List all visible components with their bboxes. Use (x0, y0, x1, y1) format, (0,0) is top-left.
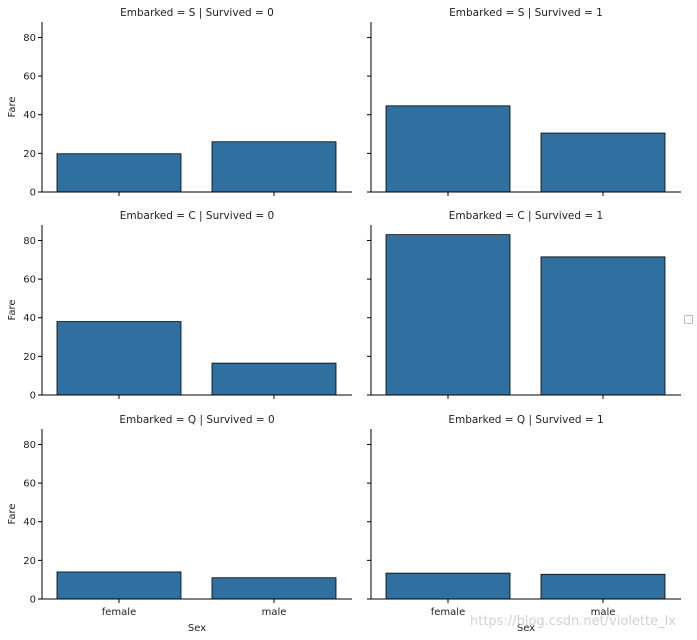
panel-title: Embarked = C | Survived = 1 (449, 210, 603, 222)
y-tick-label: 20 (23, 352, 36, 363)
x-axis-label: Sex (517, 623, 535, 634)
y-tick-label: 80 (23, 236, 36, 247)
y-axis-label: Fare (7, 299, 18, 320)
x-tick-label: female (431, 607, 465, 618)
bar (56, 321, 182, 396)
x-tick-label: male (262, 607, 287, 618)
bar (540, 132, 666, 193)
bar (385, 234, 511, 396)
y-tick-label: 0 (30, 391, 36, 402)
y-axis-label: Fare (7, 503, 18, 524)
bar (211, 577, 337, 600)
x-tick-label: female (102, 607, 136, 618)
y-tick-label: 20 (23, 556, 36, 567)
panel-title: Embarked = Q | Survived = 0 (119, 414, 274, 426)
panel-title: Embarked = S | Survived = 1 (449, 7, 603, 19)
panel-title: Embarked = C | Survived = 0 (120, 210, 274, 222)
legend-box (684, 315, 693, 324)
y-tick-label: 80 (23, 440, 36, 451)
y-tick-label: 40 (23, 313, 36, 324)
bar (211, 362, 337, 396)
bar (56, 571, 182, 600)
y-tick-label: 0 (30, 188, 36, 199)
y-tick-label: 60 (23, 479, 36, 490)
watermark-text: https://blog.csdn.net/violette_lx (470, 614, 676, 629)
y-tick-label: 40 (23, 110, 36, 121)
y-tick-label: 60 (23, 72, 36, 83)
y-tick-label: 0 (30, 595, 36, 606)
panel-title: Embarked = S | Survived = 0 (120, 7, 274, 19)
y-tick-label: 60 (23, 275, 36, 286)
x-axis-label: Sex (188, 623, 206, 634)
bar (540, 573, 666, 600)
bar (540, 256, 666, 396)
bar (211, 141, 337, 193)
panel-title: Embarked = Q | Survived = 1 (448, 414, 603, 426)
y-axis-label: Fare (7, 96, 18, 117)
x-tick-label: male (591, 607, 616, 618)
y-tick-label: 40 (23, 517, 36, 528)
bar (385, 572, 511, 600)
bar (56, 153, 182, 193)
y-tick-label: 80 (23, 33, 36, 44)
y-tick-label: 20 (23, 149, 36, 160)
bar (385, 105, 511, 193)
